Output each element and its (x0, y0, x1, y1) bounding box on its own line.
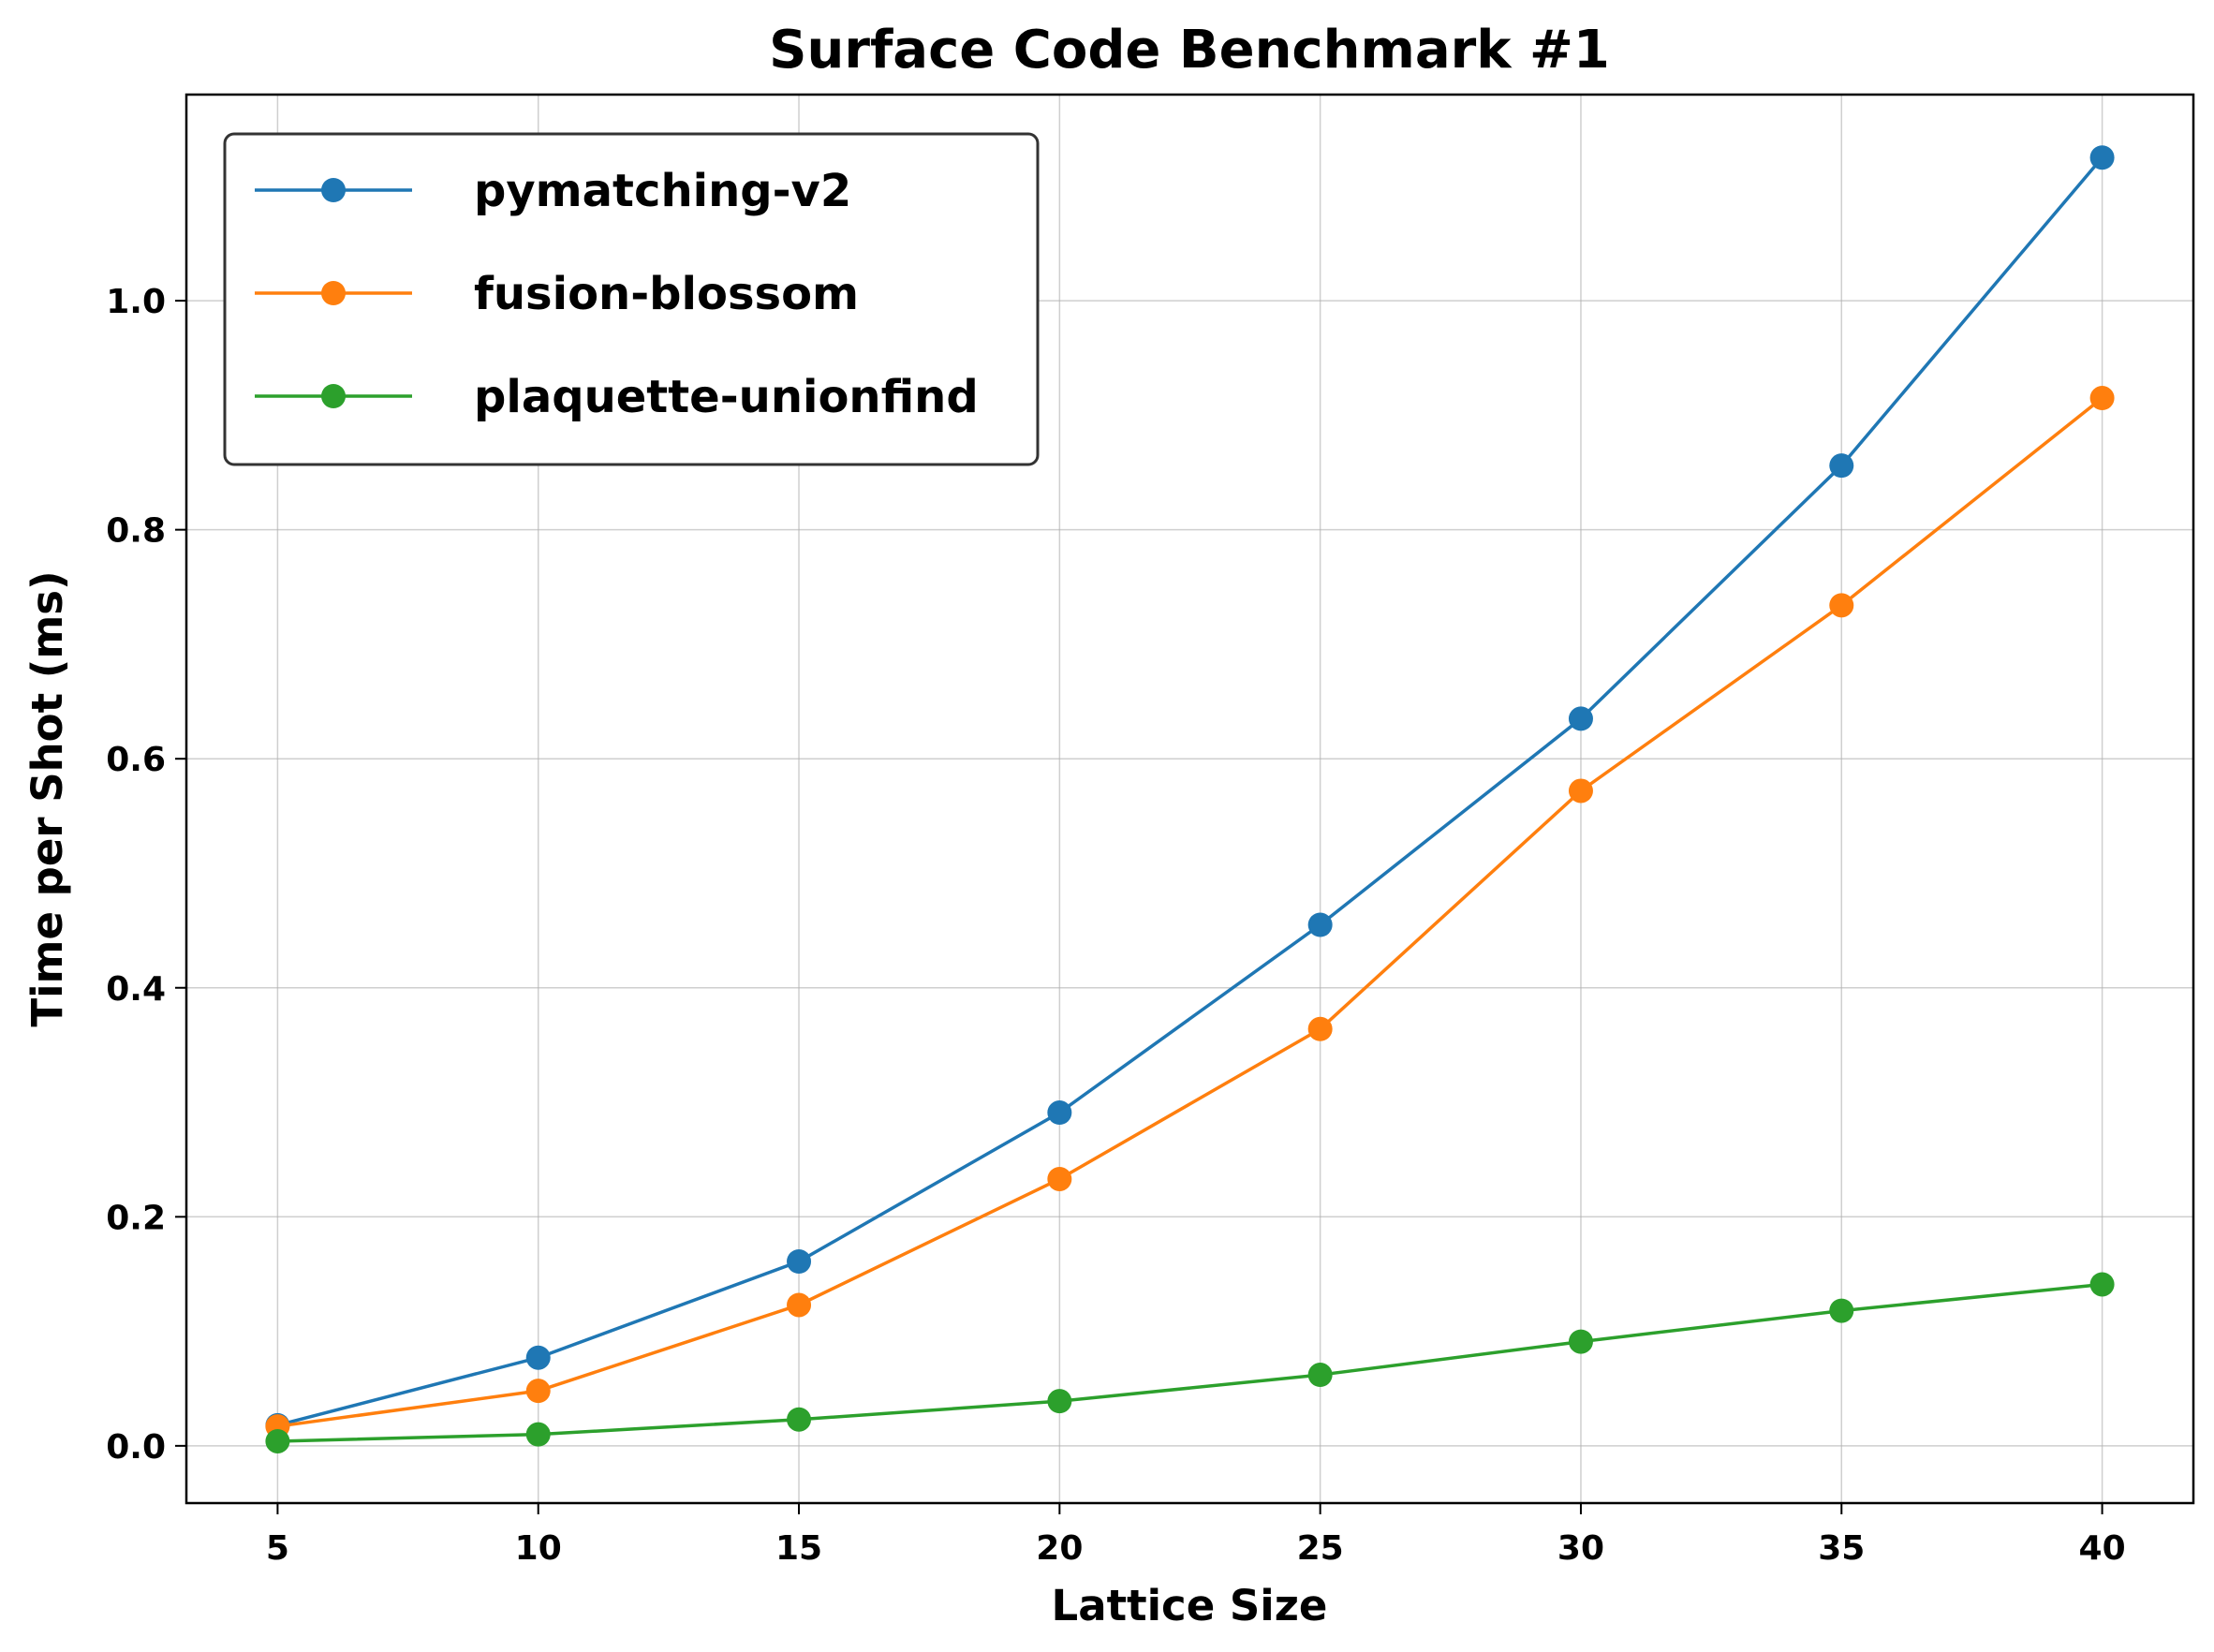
data-point (1307, 1363, 1333, 1388)
series-plaquette-unionfind (265, 1272, 2115, 1453)
legend-marker (321, 281, 346, 305)
data-point (787, 1248, 812, 1274)
y-tick-label: 0.4 (106, 970, 166, 1009)
data-point (1568, 778, 1593, 804)
data-point (1568, 706, 1593, 731)
x-axis-label: Lattice Size (1052, 1581, 1328, 1630)
plot-frame (184, 93, 2195, 1505)
legend-marker (321, 384, 346, 408)
data-point (525, 1379, 551, 1404)
legend-item: plaquette-unionfind (255, 371, 979, 423)
y-tick-label: 0.6 (106, 741, 166, 779)
y-tick-label: 1.0 (106, 283, 166, 321)
data-point (1568, 1329, 1593, 1354)
x-tick-label: 15 (775, 1529, 822, 1568)
x-tick-label: 40 (2079, 1529, 2126, 1568)
data-point (525, 1422, 551, 1447)
data-point (1307, 912, 1333, 937)
data-point (1829, 593, 1854, 618)
series-layer (265, 145, 2115, 1453)
legend-item: pymatching-v2 (255, 165, 851, 217)
x-axis-ticks: 5 10 15 20 25 30 35 40 (266, 1503, 2126, 1568)
data-point (1047, 1389, 1072, 1414)
legend-item: fusion-blossom (255, 268, 859, 320)
data-point (1307, 1016, 1333, 1041)
legend-label: plaquette-unionfind (474, 371, 979, 423)
legend-box (223, 132, 1040, 466)
data-point (1047, 1100, 1072, 1126)
series-line (277, 396, 2103, 1428)
x-tick-label: 20 (1036, 1529, 1083, 1568)
data-point (265, 1428, 290, 1453)
x-tick-label: 30 (1557, 1529, 1604, 1568)
x-tick-label: 10 (515, 1529, 562, 1568)
y-axis-label: Time per Shot (ms) (22, 570, 72, 1026)
legend: pymatching-v2 fusion-blossom plaquette-uni… (223, 132, 1040, 466)
series-fusion-blossom (265, 386, 2115, 1439)
data-point (1829, 453, 1854, 479)
x-tick-label: 25 (1297, 1529, 1344, 1568)
data-point (2089, 386, 2115, 411)
y-tick-label: 0.2 (106, 1199, 166, 1237)
series-line (276, 156, 2103, 1427)
y-tick-label: 0.0 (106, 1428, 166, 1467)
legend-label: pymatching-v2 (474, 165, 851, 217)
y-axis-ticks: 0.0 0.2 0.4 0.6 0.8 1.0 (106, 283, 186, 1467)
chart-title: Surface Code Benchmark #1 (769, 20, 1610, 81)
data-point (525, 1345, 551, 1370)
x-tick-label: 5 (266, 1529, 289, 1568)
data-point (2089, 145, 2115, 170)
legend-label: fusion-blossom (474, 268, 859, 320)
series-line (277, 1282, 2103, 1443)
data-point (1829, 1298, 1854, 1323)
data-point (787, 1292, 812, 1318)
data-point (1047, 1166, 1072, 1191)
x-tick-label: 35 (1818, 1529, 1865, 1568)
legend-marker (321, 178, 346, 202)
data-point (787, 1407, 812, 1432)
data-point (2089, 1272, 2115, 1297)
y-tick-label: 0.8 (106, 512, 166, 551)
